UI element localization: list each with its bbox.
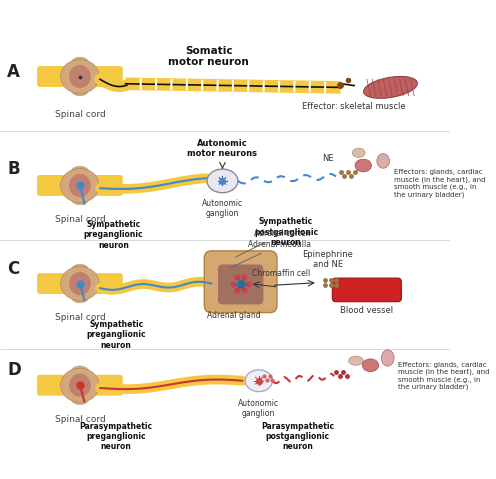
- Text: B: B: [7, 160, 20, 178]
- Text: Spinal cord: Spinal cord: [55, 313, 105, 322]
- Ellipse shape: [377, 154, 389, 168]
- Text: Autonomic
ganglion: Autonomic ganglion: [202, 199, 243, 218]
- FancyBboxPatch shape: [94, 273, 123, 294]
- Ellipse shape: [352, 148, 365, 157]
- Ellipse shape: [362, 359, 378, 372]
- Text: Autonomic
ganglion: Autonomic ganglion: [238, 399, 279, 418]
- FancyBboxPatch shape: [94, 175, 123, 196]
- Ellipse shape: [71, 366, 88, 377]
- Ellipse shape: [61, 169, 99, 203]
- Text: Spinal cord: Spinal cord: [55, 215, 105, 224]
- Text: Chromaffin cell: Chromaffin cell: [251, 269, 310, 278]
- Text: Parasympathetic
preganglionic
neuron: Parasympathetic preganglionic neuron: [80, 422, 153, 451]
- Ellipse shape: [71, 57, 88, 68]
- FancyBboxPatch shape: [37, 375, 65, 396]
- Ellipse shape: [355, 159, 372, 172]
- FancyBboxPatch shape: [37, 175, 65, 196]
- FancyBboxPatch shape: [332, 278, 401, 302]
- Text: Sympathetic
preganglionic
neuron: Sympathetic preganglionic neuron: [86, 320, 146, 350]
- Text: Parasympathetic
postganglionic
neuron: Parasympathetic postganglionic neuron: [261, 422, 334, 451]
- Text: Spinal cord: Spinal cord: [55, 110, 105, 119]
- Ellipse shape: [61, 59, 99, 93]
- Text: Effectors: glands, cardiac
muscle (in the heart), and
smooth muscle (e.g., in
th: Effectors: glands, cardiac muscle (in th…: [398, 362, 489, 390]
- Text: Adrenal gland: Adrenal gland: [206, 311, 260, 320]
- FancyBboxPatch shape: [94, 375, 123, 396]
- Text: Blood vessel: Blood vessel: [340, 306, 393, 315]
- Text: D: D: [7, 361, 21, 379]
- Text: Effectors: glands, cardiac
muscle (in the heart), and
smooth muscle (e.g., in
th: Effectors: glands, cardiac muscle (in th…: [394, 169, 486, 198]
- Text: C: C: [7, 260, 19, 278]
- Text: Effector: skeletal muscle: Effector: skeletal muscle: [303, 102, 406, 111]
- Ellipse shape: [364, 77, 417, 98]
- Ellipse shape: [245, 370, 272, 392]
- Text: Epinephrine
and NE: Epinephrine and NE: [303, 250, 353, 269]
- Ellipse shape: [69, 174, 91, 197]
- Text: Sympathetic
postganglionic
neuron: Sympathetic postganglionic neuron: [254, 217, 318, 247]
- Text: NE: NE: [322, 154, 334, 163]
- FancyBboxPatch shape: [204, 251, 277, 313]
- Ellipse shape: [71, 394, 88, 405]
- Ellipse shape: [61, 368, 99, 402]
- Ellipse shape: [71, 85, 88, 96]
- Ellipse shape: [71, 292, 88, 303]
- Text: Somatic
motor neuron: Somatic motor neuron: [169, 46, 249, 68]
- Ellipse shape: [69, 374, 91, 397]
- Text: Adrenal cortex: Adrenal cortex: [236, 229, 310, 257]
- Ellipse shape: [381, 350, 394, 366]
- Ellipse shape: [71, 194, 88, 205]
- Text: Adrenal medulla: Adrenal medulla: [231, 240, 311, 268]
- Ellipse shape: [71, 166, 88, 177]
- Text: Autonomic
motor neurons: Autonomic motor neurons: [187, 139, 257, 159]
- FancyBboxPatch shape: [37, 66, 65, 87]
- Text: A: A: [7, 63, 20, 81]
- FancyBboxPatch shape: [94, 66, 123, 87]
- Ellipse shape: [207, 169, 238, 193]
- FancyBboxPatch shape: [37, 273, 65, 294]
- Text: Spinal cord: Spinal cord: [55, 414, 105, 423]
- Ellipse shape: [71, 264, 88, 275]
- Ellipse shape: [69, 65, 91, 88]
- FancyBboxPatch shape: [218, 264, 263, 305]
- Ellipse shape: [61, 266, 99, 300]
- Ellipse shape: [69, 272, 91, 295]
- Ellipse shape: [349, 356, 363, 365]
- Text: Sympathetic
preganglionic
neuron: Sympathetic preganglionic neuron: [84, 220, 143, 250]
